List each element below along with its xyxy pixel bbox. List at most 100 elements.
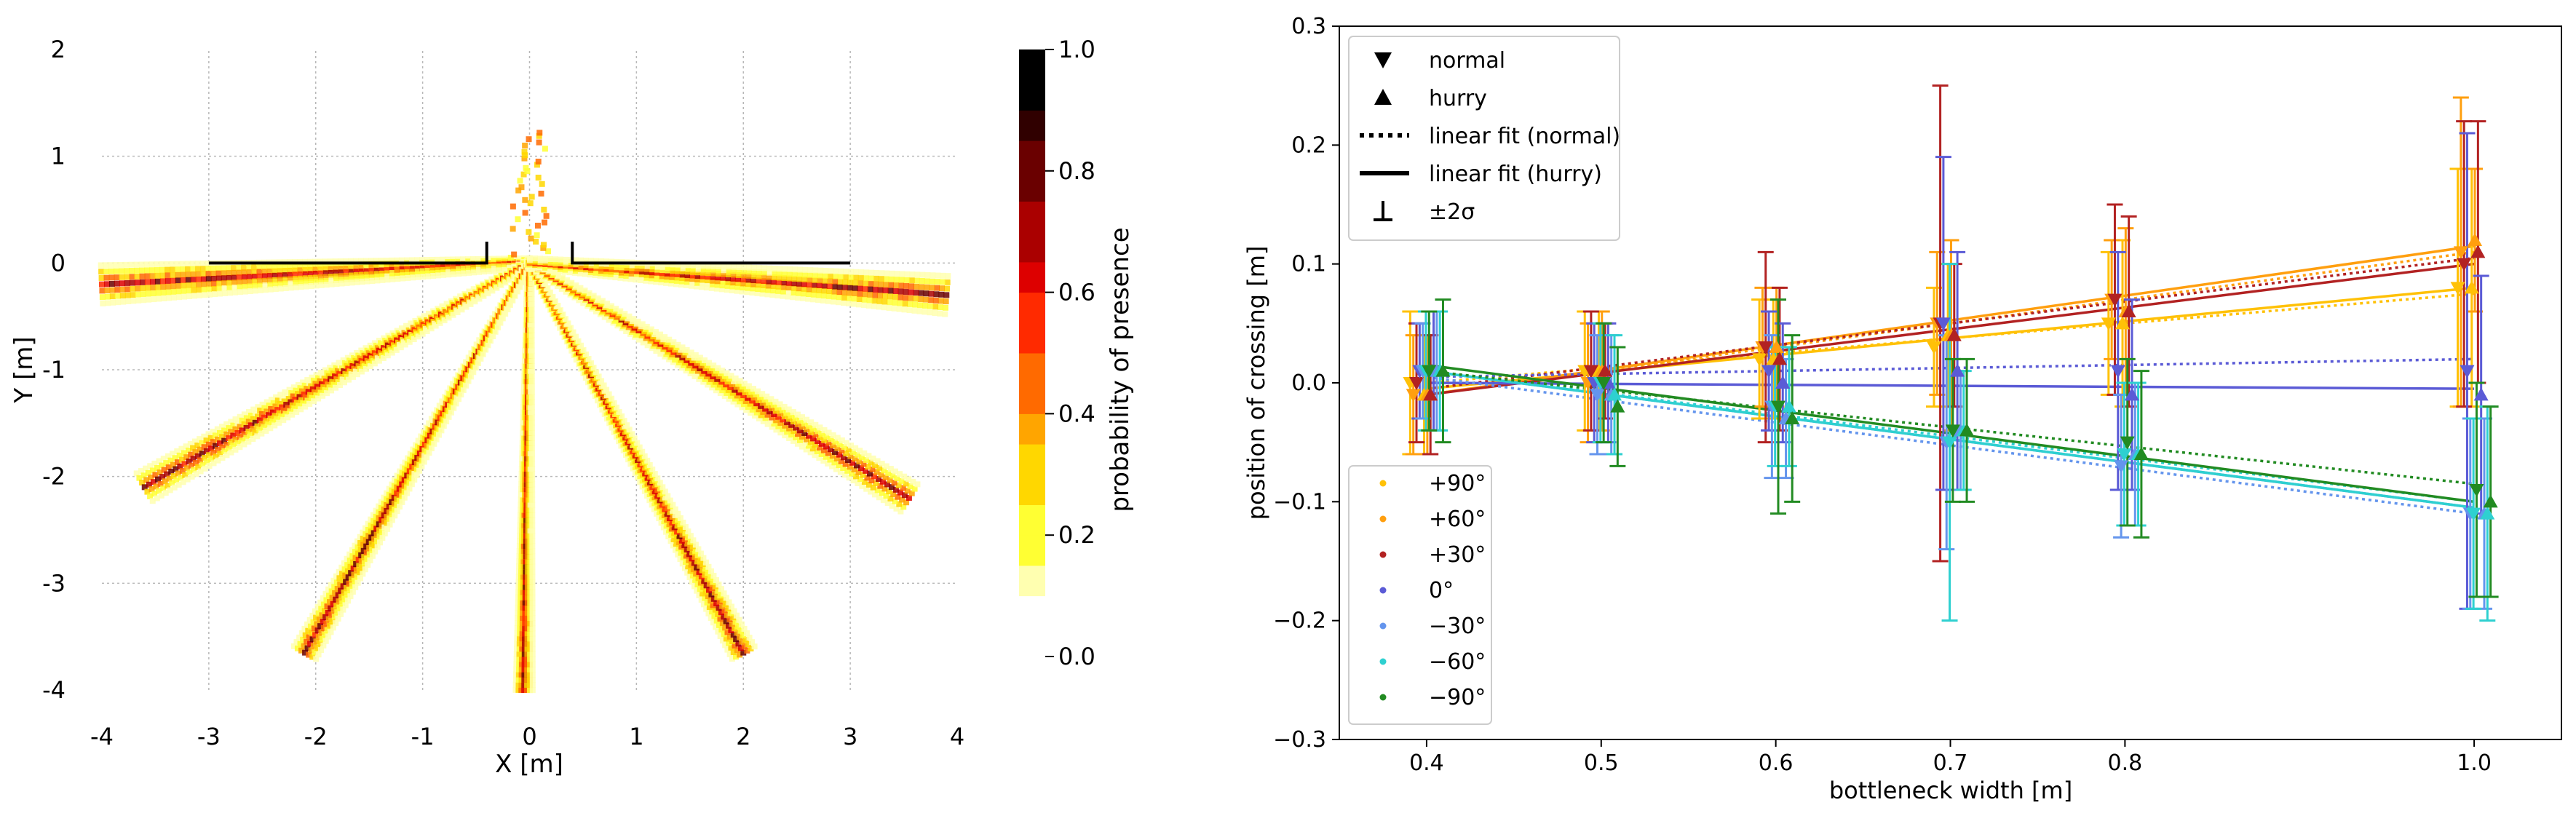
heat-cell xyxy=(149,498,156,504)
heat-cell xyxy=(674,271,681,277)
y-tick-label: 0.3 xyxy=(1291,14,1326,39)
heat-cell xyxy=(292,271,298,278)
heat-cell xyxy=(119,293,126,299)
heat-cell xyxy=(693,571,700,577)
heat-cell xyxy=(349,276,355,282)
heat-cell xyxy=(302,271,309,277)
heat-cell xyxy=(228,419,234,425)
heat-cell xyxy=(344,555,350,562)
heat-cell xyxy=(187,440,194,447)
heat-cell xyxy=(293,400,300,406)
heat-cell xyxy=(394,269,400,276)
marker-hurry xyxy=(1607,387,1622,401)
heat-cell xyxy=(341,566,348,573)
heat-cell xyxy=(305,389,312,395)
heat-cell xyxy=(400,272,406,279)
heat-cell xyxy=(265,421,272,428)
heat-cell xyxy=(161,467,167,473)
heat-cell xyxy=(678,537,685,544)
heat-cell xyxy=(153,483,159,490)
colorbar-ticks: 0.00.20.40.60.81.0 xyxy=(1045,36,1095,670)
heat-cell xyxy=(643,271,649,278)
heat-cell xyxy=(277,268,283,274)
heat-cell xyxy=(914,283,920,290)
heat-cell xyxy=(562,316,568,322)
heat-cell xyxy=(202,465,208,472)
heat-cell xyxy=(654,266,660,273)
heat-cell xyxy=(169,261,175,267)
heat-cell xyxy=(336,575,343,582)
heat-cell xyxy=(165,283,172,290)
heat-cell xyxy=(529,682,536,689)
heat-cell xyxy=(384,273,391,279)
heat-cell xyxy=(692,542,699,548)
heat-cell xyxy=(330,381,337,388)
heat-cell xyxy=(697,586,703,592)
colorbar-cell xyxy=(1019,140,1045,172)
color-legend-label: 0° xyxy=(1429,578,1454,603)
heat-cell xyxy=(908,490,915,496)
heat-cell xyxy=(876,494,882,501)
heat-cell xyxy=(732,375,739,381)
heat-cell xyxy=(256,264,263,271)
heat-cell xyxy=(706,604,713,611)
heat-cell xyxy=(322,266,329,272)
heat-cell xyxy=(865,481,872,488)
heat-cell xyxy=(724,279,731,285)
heat-cell xyxy=(713,624,719,630)
heat-cell xyxy=(480,351,486,357)
heat-cell xyxy=(838,268,844,274)
heat-cell xyxy=(700,561,706,568)
heat-cell xyxy=(298,630,305,636)
heat-cell xyxy=(818,451,825,457)
legend-symbol-normal xyxy=(1374,52,1392,68)
heat-cell xyxy=(680,519,686,525)
heat-cell xyxy=(911,485,918,492)
heat-cell xyxy=(699,567,705,574)
heat-cell xyxy=(611,400,617,406)
heat-cell xyxy=(165,278,171,285)
heat-cell xyxy=(395,276,401,282)
heat-cell xyxy=(318,278,325,285)
heat-cell xyxy=(792,415,798,421)
heat-cell xyxy=(178,445,185,452)
heat-cell xyxy=(289,411,296,418)
heat-cell xyxy=(884,481,890,488)
heat-cell xyxy=(458,392,464,398)
heat-cell xyxy=(932,309,938,316)
heat-cell xyxy=(241,274,247,280)
heat-cell xyxy=(836,462,842,469)
heat-cell xyxy=(164,261,170,267)
heat-cell xyxy=(684,569,691,576)
heat-cell xyxy=(729,638,736,644)
heat-cell xyxy=(528,342,535,349)
heat-cell xyxy=(529,491,536,498)
heat-cell xyxy=(648,275,654,282)
heat-cell xyxy=(922,309,928,315)
heat-cell xyxy=(322,262,329,269)
heat-cell xyxy=(251,274,258,280)
heat-cell xyxy=(862,285,868,292)
heat-cell xyxy=(175,277,181,284)
heat-cell xyxy=(221,275,227,282)
heat-cell xyxy=(327,599,333,606)
colorbar-cell xyxy=(1019,565,1045,597)
heat-cell xyxy=(325,381,331,388)
heat-cell xyxy=(725,606,732,612)
heat-cell xyxy=(165,289,172,296)
heat-cell xyxy=(731,378,737,384)
heat-cell xyxy=(555,303,561,309)
heat-cell xyxy=(843,440,849,446)
heat-cell xyxy=(910,478,916,485)
heat-cell xyxy=(389,276,396,282)
heat-cell xyxy=(136,475,143,481)
heat-cell xyxy=(368,258,374,264)
heat-cell xyxy=(470,369,477,376)
heat-cell xyxy=(189,473,195,480)
heat-cell xyxy=(327,258,333,265)
heat-cell xyxy=(333,269,339,276)
heat-cell xyxy=(528,194,535,200)
heat-cell xyxy=(344,591,351,598)
colorbar-cell xyxy=(1019,292,1045,323)
y-tick-label: -4 xyxy=(42,676,66,704)
